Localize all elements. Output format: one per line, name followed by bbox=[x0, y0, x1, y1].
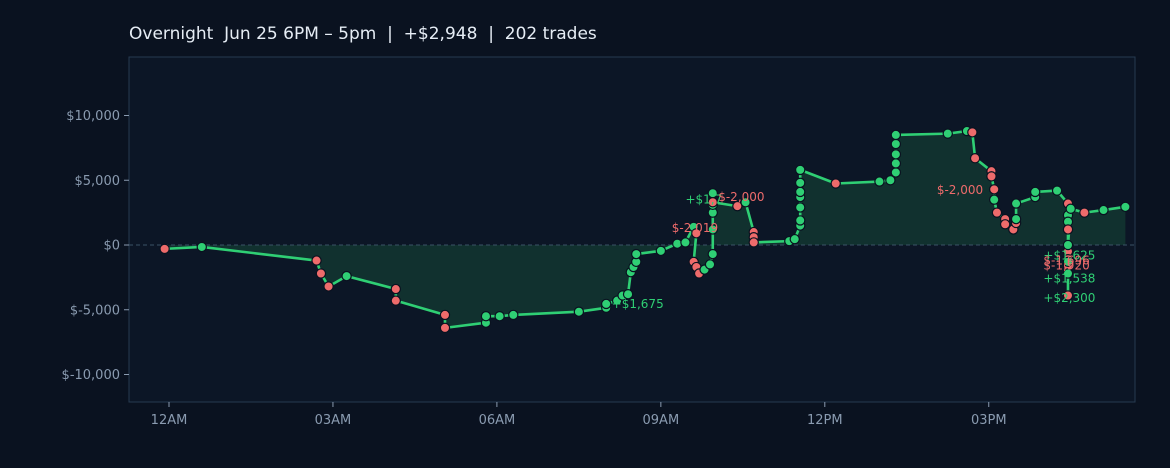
chart-title: Overnight Jun 25 6PM – 5pm | +$2,948 | 2… bbox=[129, 24, 597, 44]
trade-point bbox=[830, 178, 841, 189]
x-tick-label: 03PM bbox=[971, 413, 1007, 428]
trade-point bbox=[1051, 185, 1063, 196]
trade-point bbox=[196, 241, 207, 253]
y-tick-label: $10,000 bbox=[66, 109, 120, 124]
trade-point bbox=[707, 224, 718, 235]
trade-point bbox=[323, 281, 334, 292]
trade-point bbox=[890, 167, 902, 178]
trade-point bbox=[1079, 207, 1090, 218]
trade-point bbox=[601, 298, 612, 310]
trade-point bbox=[991, 207, 1003, 218]
trade-point bbox=[1062, 268, 1074, 279]
trade-point bbox=[795, 202, 806, 213]
x-tick-label: 12AM bbox=[151, 413, 188, 428]
trade-point bbox=[986, 171, 997, 182]
trade-point bbox=[890, 158, 902, 169]
trade-point bbox=[1062, 256, 1074, 268]
trade-point bbox=[874, 176, 885, 187]
trade-point bbox=[795, 164, 806, 176]
trade-point bbox=[704, 259, 716, 270]
trade-point bbox=[740, 197, 751, 208]
y-tick-label: $0 bbox=[103, 239, 120, 254]
trade-point bbox=[1010, 213, 1022, 225]
trade-point bbox=[795, 215, 806, 226]
trade-point bbox=[680, 237, 691, 248]
y-tick-label: $-10,000 bbox=[62, 368, 120, 383]
trade-point bbox=[1062, 224, 1074, 235]
trade-point bbox=[480, 311, 492, 322]
trade-point bbox=[390, 295, 401, 306]
x-tick-label: 06AM bbox=[479, 413, 516, 428]
trade-point bbox=[789, 233, 800, 245]
trade-point bbox=[622, 289, 634, 300]
trade-annotation: +$2,300 bbox=[1043, 291, 1095, 305]
trade-point bbox=[1062, 239, 1074, 251]
trade-annotation: +$1,675 bbox=[612, 297, 664, 311]
trade-annotation: +$1,538 bbox=[1043, 272, 1095, 286]
trade-point bbox=[795, 177, 806, 189]
x-tick-label: 09AM bbox=[643, 413, 680, 428]
trade-point bbox=[942, 128, 953, 139]
trade-point bbox=[885, 175, 896, 186]
trade-point bbox=[999, 219, 1011, 230]
trade-point bbox=[439, 322, 451, 334]
trade-annotation: $-2,000 bbox=[937, 183, 983, 197]
trade-point bbox=[890, 129, 902, 141]
trade-point bbox=[341, 270, 352, 282]
trade-point bbox=[1030, 186, 1041, 198]
trade-point bbox=[989, 184, 1000, 195]
trade-point bbox=[989, 194, 1000, 205]
trade-point bbox=[508, 309, 519, 321]
trade-point bbox=[1098, 204, 1109, 216]
trade-point bbox=[390, 283, 401, 295]
trade-point bbox=[1065, 203, 1076, 214]
trade-point bbox=[732, 200, 743, 212]
trade-point bbox=[573, 306, 585, 317]
trade-point bbox=[707, 248, 718, 260]
y-tick-label: $5,000 bbox=[75, 174, 121, 189]
trade-point bbox=[494, 311, 505, 322]
y-tick-label: $-5,000 bbox=[70, 303, 120, 318]
x-tick-label: 12PM bbox=[807, 413, 843, 428]
trade-point bbox=[311, 255, 322, 266]
trade-point bbox=[748, 237, 759, 248]
trade-annotation: $-1,696 bbox=[1043, 254, 1089, 268]
trade-point bbox=[159, 243, 170, 255]
x-tick-label: 03AM bbox=[315, 413, 352, 428]
trade-point bbox=[631, 248, 642, 260]
trade-point bbox=[1010, 198, 1022, 209]
trade-annotation: +$1,625 bbox=[1043, 248, 1095, 262]
trade-point bbox=[795, 186, 806, 198]
trade-point bbox=[890, 149, 902, 160]
trade-annotation: $-2,000 bbox=[718, 190, 764, 204]
trade-point bbox=[890, 138, 902, 150]
trade-point bbox=[439, 309, 451, 321]
equity-area bbox=[164, 131, 1126, 328]
trade-annotation: +$1,7 bbox=[685, 193, 722, 207]
trade-point bbox=[655, 245, 667, 257]
trade-point bbox=[1062, 290, 1074, 301]
trade-point bbox=[967, 127, 978, 138]
trade-annotation: $-1,920 bbox=[1043, 259, 1089, 273]
trade-point bbox=[1120, 201, 1131, 213]
trade-annotation: $-2,019 bbox=[672, 221, 718, 235]
trade-point bbox=[707, 197, 718, 208]
trade-point bbox=[315, 268, 327, 279]
trade-point bbox=[691, 228, 702, 239]
trade-point bbox=[969, 153, 981, 164]
